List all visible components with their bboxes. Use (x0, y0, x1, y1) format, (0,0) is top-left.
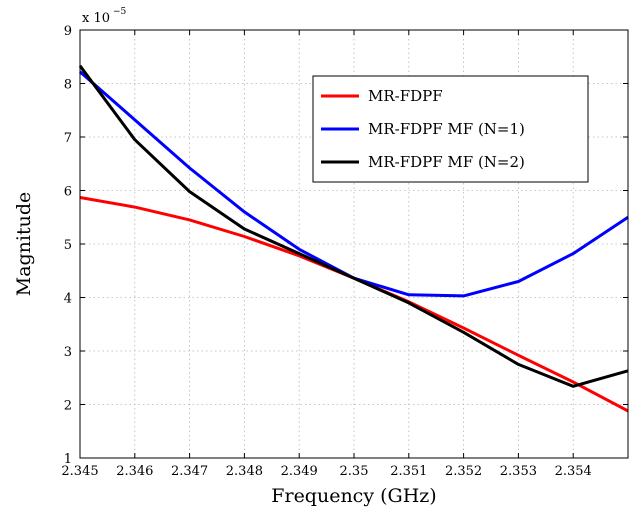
y-exponent-base: x 10 (82, 11, 110, 26)
x-tick-label: 2.352 (445, 464, 482, 479)
x-tick-label: 2.353 (500, 464, 537, 479)
y-tick-label: 3 (64, 345, 72, 360)
x-tick-label: 2.346 (116, 464, 153, 479)
grid-layer (80, 30, 628, 458)
x-tick-label: 2.351 (390, 464, 427, 479)
x-tick-label: 2.35 (340, 464, 369, 479)
x-axis-label: Frequency (GHz) (271, 485, 436, 507)
y-tick-label: 4 (64, 292, 72, 307)
y-tick-label: 2 (64, 399, 72, 414)
x-tick-label: 2.354 (555, 464, 592, 479)
series-line (78, 64, 629, 388)
legend-label: MR-FDPF MF (N=2) (368, 153, 525, 171)
y-tick-label: 9 (64, 24, 72, 39)
y-tick-label: 1 (64, 452, 72, 467)
y-tick-label: 5 (64, 238, 72, 253)
y-tick-label: 8 (64, 78, 72, 93)
series-layer (78, 64, 629, 413)
y-tick-label: 7 (64, 131, 72, 146)
legend-label: MR-FDPF (368, 87, 443, 105)
x-tick-label: 2.347 (171, 464, 208, 479)
y-axis-label: Magnitude (13, 192, 35, 297)
legend: MR-FDPF MR-FDPF MF (N=1) MR-FDPF MF (N=2) (312, 75, 589, 183)
legend-label: MR-FDPF MF (N=1) (368, 120, 525, 138)
series-line (79, 196, 629, 413)
x-tick-label: 2.349 (281, 464, 318, 479)
y-exponent-power: −5 (113, 7, 127, 17)
y-tick-label: 6 (64, 185, 72, 200)
x-tick-label: 2.345 (61, 464, 98, 479)
x-tick-label: 2.348 (226, 464, 263, 479)
tick-layer: 2.345 2.346 2.347 2.348 2.349 2.35 2.351 2.352 2… (61, 24, 628, 479)
